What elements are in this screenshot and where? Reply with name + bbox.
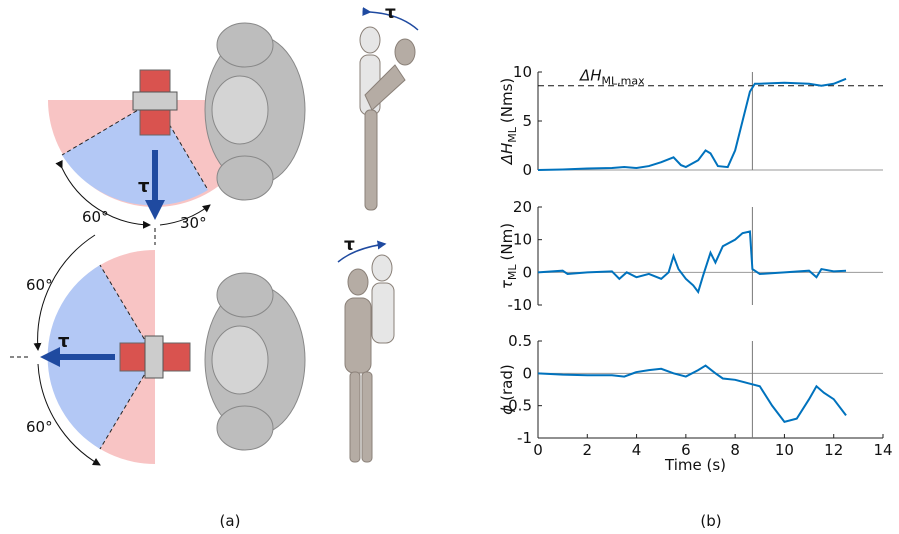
y-tick-label: 10 — [513, 231, 532, 249]
y-label-sub: ML — [506, 126, 519, 142]
x-tick-label: 2 — [583, 441, 593, 459]
y-axis-label: ΔHML (Nms) — [498, 78, 519, 166]
y-tick-label: 0 — [522, 263, 532, 281]
torque-label: τ — [385, 3, 396, 23]
x-tick-label: 10 — [775, 441, 794, 459]
rotation-arrow — [337, 240, 387, 263]
y-tick-label: -10 — [508, 296, 533, 314]
angle-label: 30° — [180, 214, 207, 232]
panel-label: (a) — [220, 512, 241, 530]
angle-label: 60° — [26, 276, 53, 294]
y-label-main: ϕ — [498, 405, 516, 415]
x-axis-label: Time (s) — [664, 456, 726, 474]
y-label-main: τ — [498, 279, 516, 289]
angle-label: 60° — [26, 418, 53, 436]
torque-label: τ — [138, 176, 150, 197]
person-top-view — [204, 22, 306, 451]
bottom-workspace — [10, 234, 191, 466]
y-tick-label: 0 — [522, 161, 532, 179]
x-tick-label: 12 — [824, 441, 843, 459]
angle-label: 60° — [82, 208, 109, 226]
y-tick-label: 5 — [522, 112, 532, 130]
x-tick-label: 4 — [632, 441, 642, 459]
x-tick-label: 0 — [533, 441, 543, 459]
panel-label: (b) — [700, 512, 721, 530]
y-tick-label: 20 — [513, 198, 532, 216]
x-tick-label: 8 — [730, 441, 740, 459]
mannequin-figures — [344, 26, 416, 463]
y-label-main: ΔH — [498, 143, 516, 166]
annotation-main: ΔH — [579, 67, 602, 85]
y-label-unit: (rad) — [498, 364, 516, 401]
torque-label: τ — [58, 331, 70, 352]
x-tick-label: 14 — [873, 441, 892, 459]
y-tick-label: 0.5 — [508, 332, 532, 350]
y-label-unit: (Nm) — [498, 223, 516, 261]
y-label-unit: (Nms) — [498, 78, 516, 123]
y-tick-label: 10 — [513, 63, 532, 81]
data-line — [537, 77, 847, 171]
torque-label: τ — [344, 235, 355, 255]
data-line — [537, 364, 847, 423]
y-tick-label: -0.5 — [503, 397, 532, 415]
annotation-sub: ML,max — [602, 75, 646, 88]
y-axis-label: ϕ (rad) — [498, 364, 516, 415]
annotation: ΔHML,max — [579, 67, 645, 88]
y-tick-label: -1 — [517, 429, 532, 447]
y-label-sub: ML — [506, 264, 519, 280]
data-line — [537, 230, 847, 295]
y-axis-label: τML (Nm) — [498, 223, 519, 289]
rotation-arrow — [362, 7, 419, 31]
x-tick-label: 6 — [681, 441, 691, 459]
y-tick-label: 0 — [522, 364, 532, 382]
